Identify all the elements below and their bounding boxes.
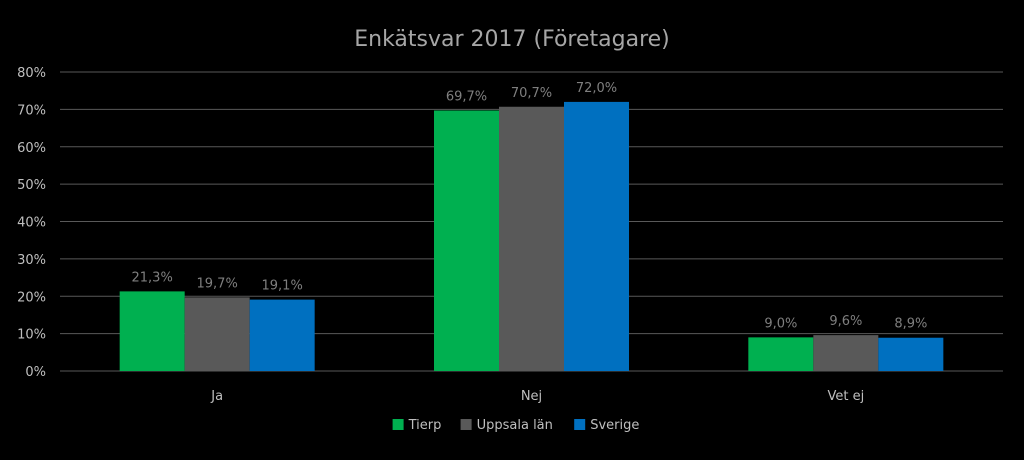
data-label: 9,0% <box>764 316 797 331</box>
data-label: 9,6% <box>829 314 862 329</box>
bar-uppsala-l-n-vet-ej <box>813 335 879 371</box>
legend-swatch <box>392 419 404 430</box>
y-tick-label: 20% <box>17 290 46 305</box>
legend-label: Sverige <box>590 418 639 433</box>
y-tick-label: 40% <box>17 216 46 231</box>
bar-sverige-vet-ej <box>878 337 944 371</box>
y-tick-label: 80% <box>17 66 46 81</box>
data-label: 70,7% <box>511 86 552 101</box>
bar-sverige-nej <box>564 101 629 372</box>
y-tick-label: 30% <box>17 253 46 268</box>
bar-tierp-vet-ej <box>748 337 814 371</box>
bar-uppsala-l-n-nej <box>499 106 564 371</box>
x-category-label: Vet ej <box>827 389 864 404</box>
data-label: 69,7% <box>446 89 487 104</box>
y-tick-label: 60% <box>17 141 46 156</box>
bar-tierp-nej <box>434 110 499 371</box>
legend-label: Tierp <box>408 418 442 433</box>
x-category-label: Nej <box>521 389 542 404</box>
bar-sverige-ja <box>249 299 315 371</box>
data-label: 8,9% <box>894 317 927 332</box>
data-label: 19,7% <box>197 276 238 291</box>
bar-tierp-ja <box>119 291 185 371</box>
legend-label: Uppsala län <box>477 418 553 433</box>
data-label: 19,1% <box>262 279 303 294</box>
chart-title: Enkätsvar 2017 (Företagare) <box>354 27 670 52</box>
x-category-label: Ja <box>210 389 223 404</box>
y-tick-label: 70% <box>17 103 46 118</box>
legend-swatch <box>574 419 586 430</box>
data-label: 72,0% <box>576 81 617 96</box>
bar-uppsala-l-n-ja <box>184 297 250 371</box>
data-label: 21,3% <box>132 270 173 285</box>
y-tick-label: 10% <box>17 328 46 343</box>
y-tick-label: 50% <box>17 178 46 193</box>
legend-swatch <box>460 419 472 430</box>
y-tick-label: 0% <box>25 365 46 380</box>
